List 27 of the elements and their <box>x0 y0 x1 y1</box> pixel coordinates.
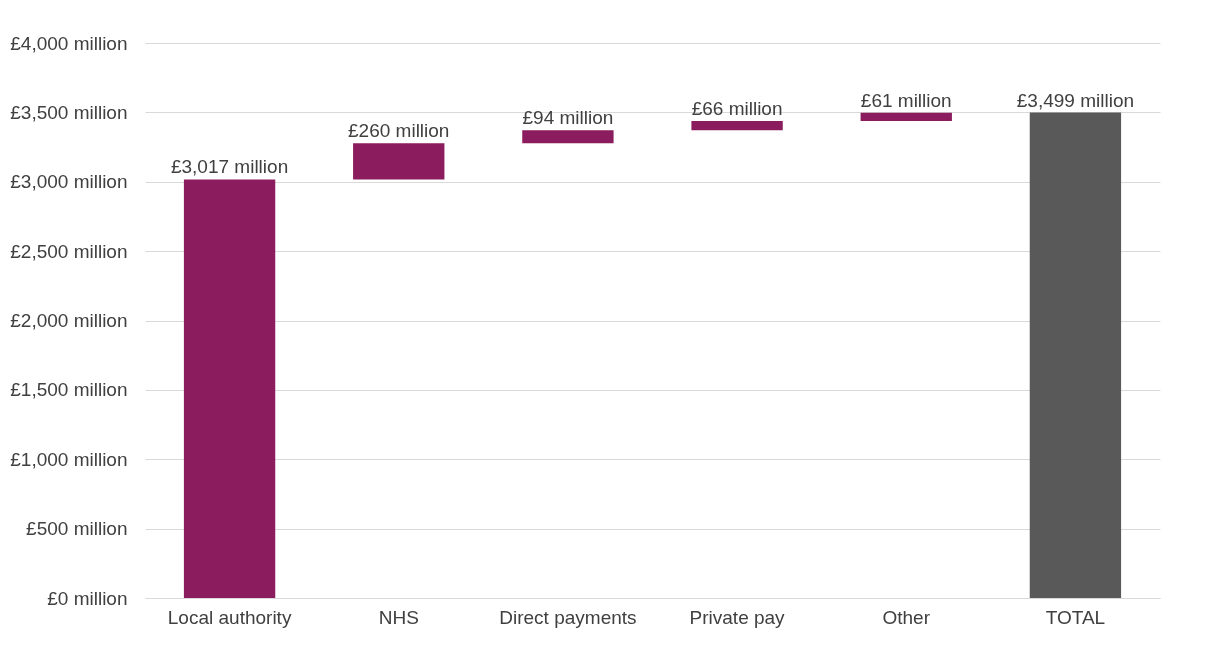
x-tick-label: NHS <box>378 606 419 628</box>
data-label: £66 million <box>691 98 783 120</box>
data-label: £3,499 million <box>1016 89 1135 111</box>
bar <box>691 121 783 131</box>
y-tick-label: £500 million <box>26 518 128 540</box>
data-label: £94 million <box>522 107 614 129</box>
y-tick-label: £4,000 million <box>10 32 128 54</box>
y-tick-label: £3,500 million <box>10 101 128 123</box>
x-tick-label: Other <box>882 606 931 628</box>
x-tick-label: TOTAL <box>1045 606 1106 628</box>
data-label: £3,017 million <box>170 156 289 178</box>
x-tick-label: Private pay <box>689 606 786 628</box>
y-tick-label: £1,500 million <box>10 379 128 401</box>
x-tick-label: Local authority <box>167 606 292 628</box>
data-label: £260 million <box>348 120 450 142</box>
y-tick-label: £1,000 million <box>10 448 128 470</box>
data-label: £61 million <box>860 89 952 111</box>
bar <box>860 112 952 122</box>
bar <box>1029 112 1122 598</box>
y-tick-label: £2,000 million <box>10 310 128 331</box>
bar <box>522 130 614 144</box>
y-tick-label: £3,000 million <box>10 171 128 193</box>
bar <box>183 179 276 598</box>
y-tick-label: £2,500 million <box>10 240 128 262</box>
x-tick-label: Direct payments <box>499 606 637 628</box>
y-tick-label: £0 million <box>47 587 128 609</box>
bar <box>353 143 445 180</box>
